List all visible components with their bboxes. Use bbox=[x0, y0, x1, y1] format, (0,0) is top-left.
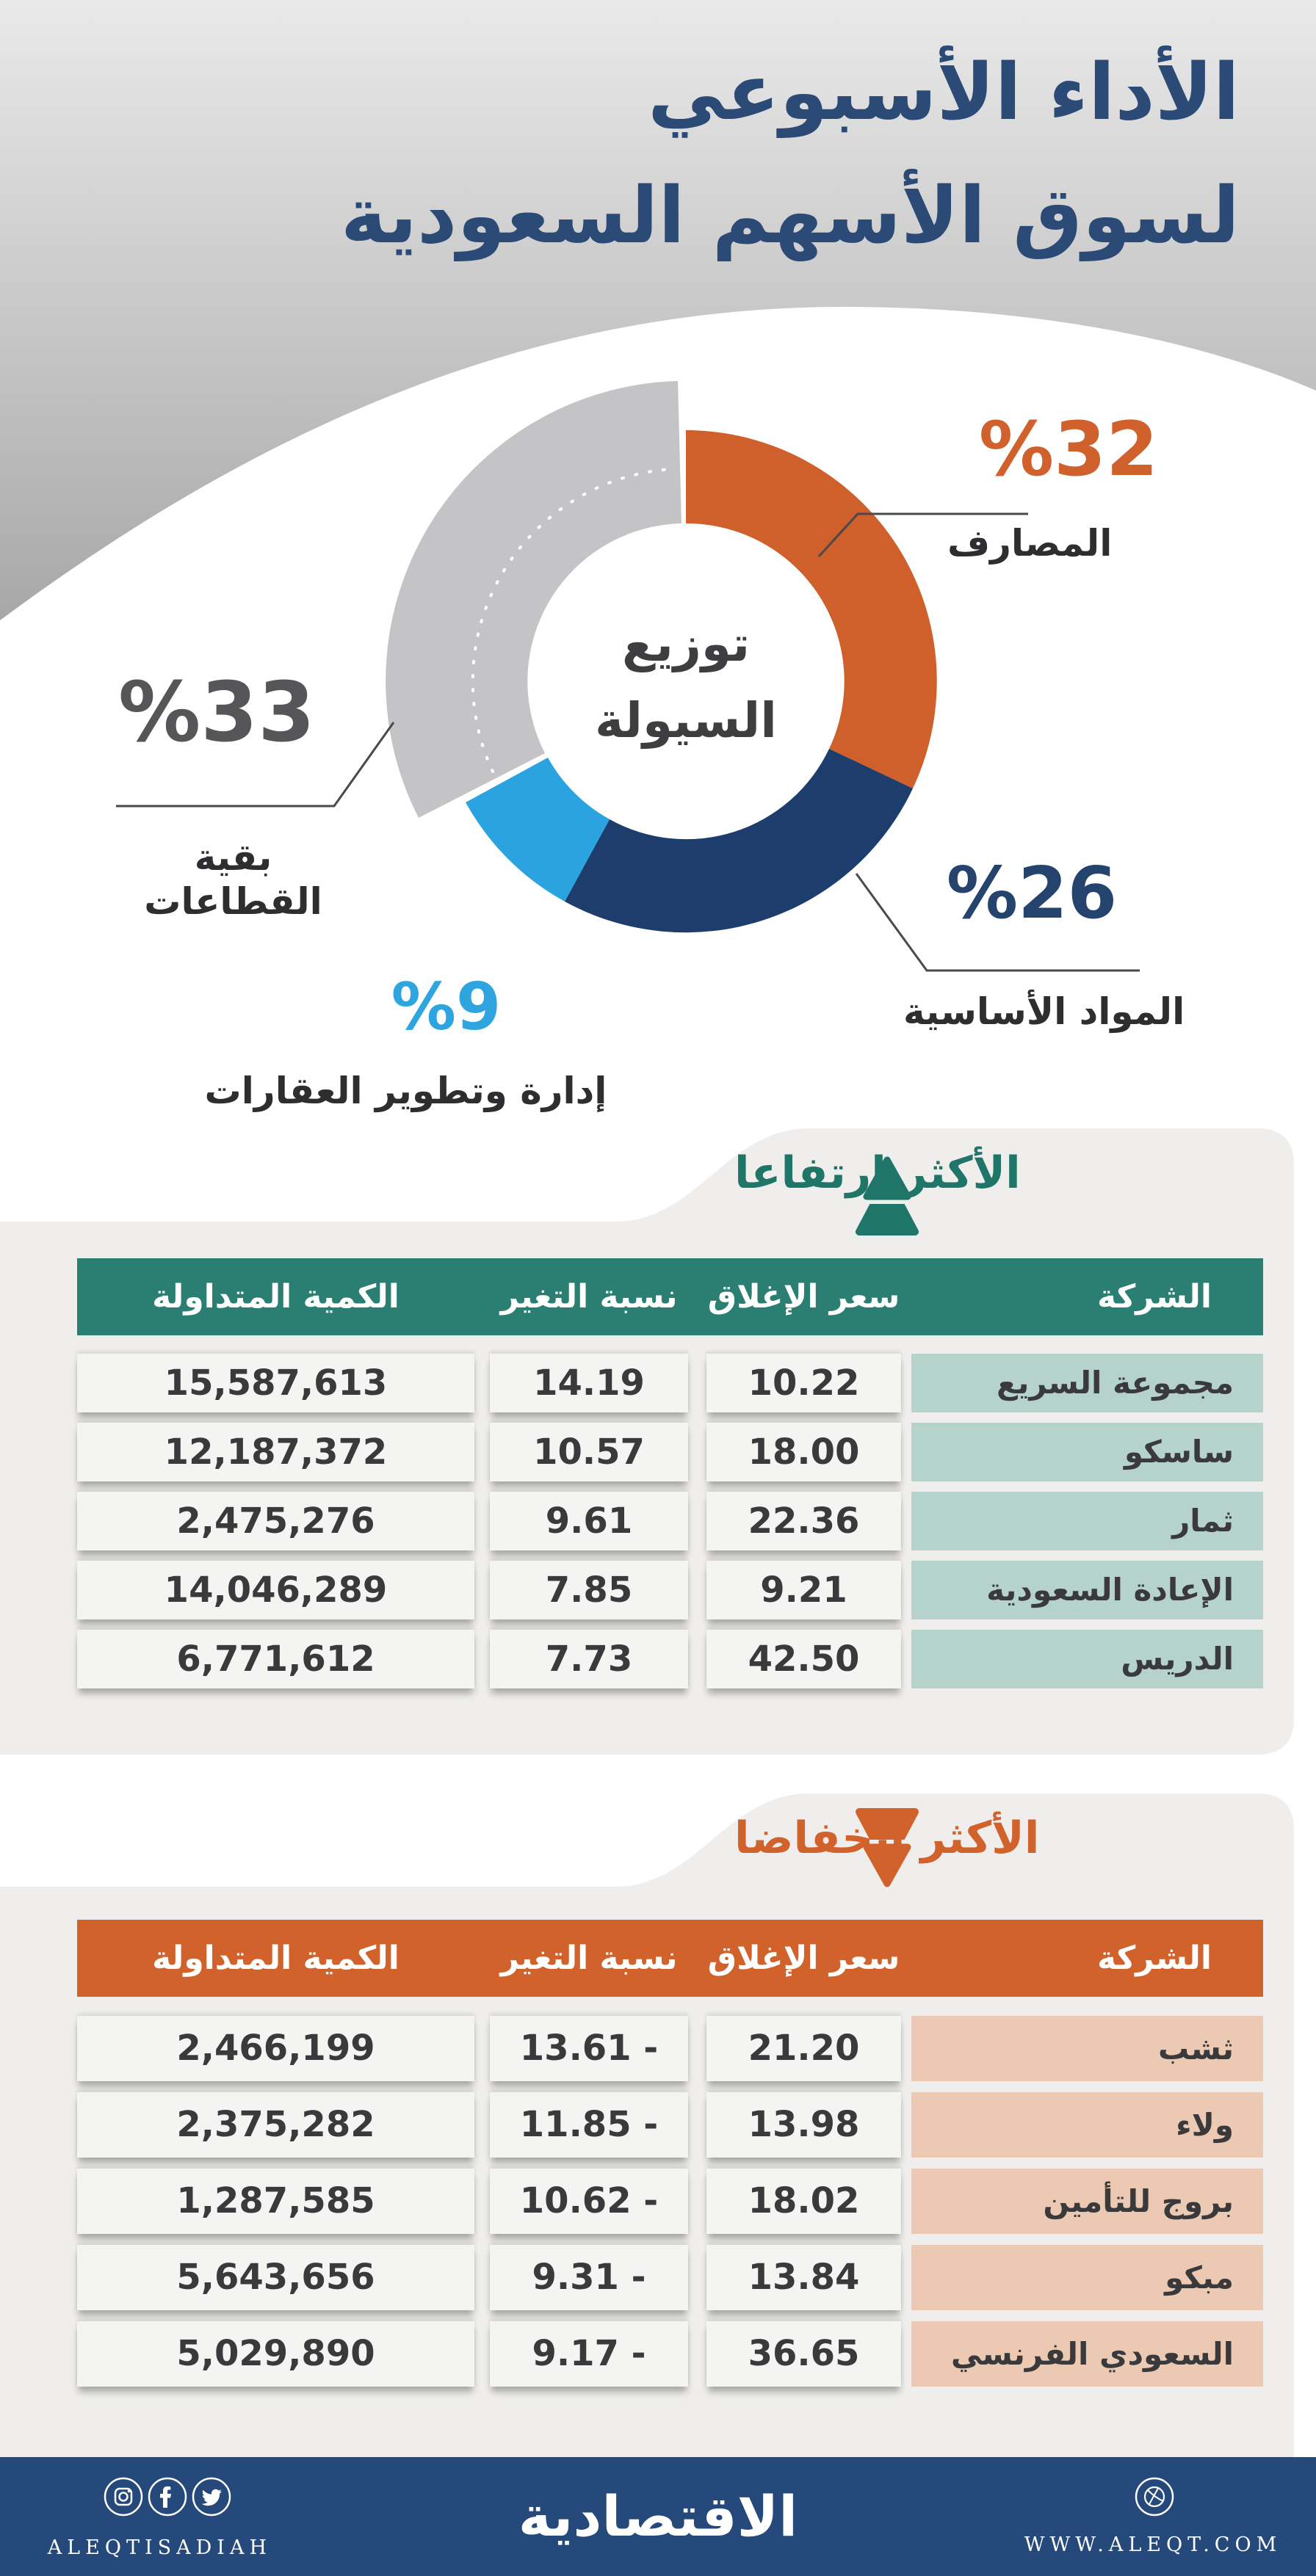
volume-cell: 14,046,289 bbox=[77, 1561, 474, 1619]
volume-cell: 5,029,890 bbox=[77, 2321, 474, 2387]
table-row: 5,029,890 9.17 - 36.65 السعودي الفرنسي bbox=[77, 2321, 1263, 2387]
gainers-col-change: نسبة التغير % bbox=[500, 1278, 678, 1393]
company-cell: ثشب bbox=[911, 2016, 1263, 2081]
white-dome-shape bbox=[0, 307, 1316, 885]
volume-cell: 2,475,276 bbox=[77, 1492, 474, 1550]
change-cell: 7.85 bbox=[490, 1561, 688, 1619]
table-row: 2,475,276 9.61 22.36 ثمار bbox=[77, 1492, 1263, 1550]
connector-line-basic-materials bbox=[855, 873, 1140, 972]
pct-real-estate: %9 bbox=[391, 969, 502, 1045]
donut-center-label: توزيع السيولة bbox=[528, 606, 844, 759]
close-price-cell: 10.22 bbox=[706, 1354, 901, 1412]
company-cell: السعودي الفرنسي bbox=[911, 2321, 1263, 2387]
donut-center-line1: توزيع bbox=[621, 616, 751, 672]
connector-line-banks bbox=[817, 512, 1028, 558]
losers-col-close: سعر الإغلاق bbox=[707, 1940, 900, 1977]
company-cell: بروج للتأمين bbox=[911, 2169, 1263, 2234]
newspaper-logo: الاقتصادية bbox=[518, 2484, 798, 2549]
volume-cell: 2,375,282 bbox=[77, 2092, 474, 2158]
losers-col-volume: الكمية المتداولة bbox=[152, 1940, 400, 1977]
table-row: 14,046,289 7.85 9.21 الإعادة السعودية bbox=[77, 1561, 1263, 1619]
down-arrows-icon bbox=[856, 1808, 919, 1888]
losers-col-company: الشركة bbox=[1096, 1940, 1212, 1977]
volume-cell: 5,643,656 bbox=[77, 2245, 474, 2310]
connector-line-other-sectors bbox=[116, 722, 395, 808]
table-row: 1,287,585 10.62 - 18.02 بروج للتأمين bbox=[77, 2169, 1263, 2234]
table-row: 5,643,656 9.31 - 13.84 مبكو bbox=[77, 2245, 1263, 2310]
change-cell: 14.19 bbox=[490, 1354, 688, 1412]
pct-basic-materials: %26 bbox=[946, 852, 1118, 935]
losers-heading: الأكثر انخفاضا bbox=[734, 1813, 1040, 1864]
table-row: 12,187,372 10.57 18.00 ساسكو bbox=[77, 1423, 1263, 1481]
footer-handle: ALEQTISADIAH bbox=[47, 2536, 272, 2559]
company-cell: مبكو bbox=[911, 2245, 1263, 2310]
donut-segment-basic-materials bbox=[565, 749, 913, 933]
label-basic-materials: المواد الأساسية bbox=[903, 990, 1185, 1033]
twitter-icon[interactable] bbox=[192, 2477, 231, 2517]
close-price-cell: 21.20 bbox=[706, 2016, 901, 2081]
company-cell: مجموعة السريع bbox=[911, 1354, 1263, 1412]
company-cell: ساسكو bbox=[911, 1423, 1263, 1481]
change-cell: 10.57 bbox=[490, 1423, 688, 1481]
donut-segment-real-estate bbox=[466, 758, 610, 901]
instagram-icon[interactable] bbox=[104, 2477, 143, 2517]
donut-segment-banks bbox=[686, 430, 937, 788]
close-price-cell: 18.02 bbox=[706, 2169, 901, 2234]
label-other-sectors: بقية القطاعات bbox=[144, 836, 322, 923]
social-icons bbox=[104, 2477, 231, 2517]
volume-cell: 2,466,199 bbox=[77, 2016, 474, 2081]
change-cell: 11.85 - bbox=[490, 2092, 688, 2158]
pct-other-sectors: %33 bbox=[118, 665, 316, 761]
company-cell: الإعادة السعودية bbox=[911, 1561, 1263, 1619]
up-arrows-icon bbox=[856, 1155, 919, 1236]
gainers-col-volume: الكمية المتداولة bbox=[152, 1278, 400, 1316]
table-row: 2,466,199 13.61 - 21.20 ثشب bbox=[77, 2016, 1263, 2081]
page-title: الأداء الأسبوعي لسوق الأسهم السعودية bbox=[285, 31, 1240, 277]
label-real-estate: إدارة وتطوير العقارات bbox=[204, 1070, 607, 1112]
change-cell: 10.62 - bbox=[490, 2169, 688, 2234]
change-cell: 13.61 - bbox=[490, 2016, 688, 2081]
page-title-line2: لسوق الأسهم السعودية bbox=[340, 170, 1240, 261]
losers-table-header: الكمية المتداولة نسبة التغير % سعر الإغل… bbox=[77, 1920, 1263, 2054]
close-price-cell: 36.65 bbox=[706, 2321, 901, 2387]
donut-segment-other-sectors bbox=[386, 381, 682, 818]
close-price-cell: 18.00 bbox=[706, 1423, 901, 1481]
table-row: 15,587,613 14.19 10.22 مجموعة السريع bbox=[77, 1354, 1263, 1412]
footer-website[interactable]: WWW.ALEQT.COM bbox=[1024, 2533, 1282, 2556]
close-price-cell: 13.98 bbox=[706, 2092, 901, 2158]
close-price-cell: 42.50 bbox=[706, 1630, 901, 1688]
change-cell: 9.61 bbox=[490, 1492, 688, 1550]
dotted-arc-decoration bbox=[471, 468, 673, 773]
change-cell: 9.17 - bbox=[490, 2321, 688, 2387]
gainers-col-close: سعر الإغلاق bbox=[707, 1278, 900, 1316]
company-cell: ثمار bbox=[911, 1492, 1263, 1550]
gainers-col-company: الشركة bbox=[1096, 1278, 1212, 1316]
close-price-cell: 13.84 bbox=[706, 2245, 901, 2310]
volume-cell: 6,771,612 bbox=[77, 1630, 474, 1688]
gainers-heading: الأكثر ارتفاعا bbox=[734, 1147, 1021, 1199]
table-row: 2,375,282 11.85 - 13.98 ولاء bbox=[77, 2092, 1263, 2158]
facebook-icon[interactable] bbox=[148, 2477, 187, 2517]
page-title-line1: الأداء الأسبوعي bbox=[648, 47, 1240, 137]
ball-icon bbox=[1135, 2477, 1174, 2517]
pct-banks: %32 bbox=[978, 406, 1159, 493]
losers-col-change: نسبة التغير % bbox=[500, 1940, 678, 2054]
volume-cell: 12,187,372 bbox=[77, 1423, 474, 1481]
volume-cell: 1,287,585 bbox=[77, 2169, 474, 2234]
change-cell: 9.31 - bbox=[490, 2245, 688, 2310]
label-banks: المصارف bbox=[947, 522, 1113, 565]
gainers-table-header: الكمية المتداولة نسبة التغير % سعر الإغل… bbox=[77, 1258, 1263, 1393]
company-cell: ولاء bbox=[911, 2092, 1263, 2158]
company-cell: الدريس bbox=[911, 1630, 1263, 1688]
liquidity-donut-chart bbox=[116, 381, 1140, 972]
change-cell: 7.73 bbox=[490, 1630, 688, 1688]
volume-cell: 15,587,613 bbox=[77, 1354, 474, 1412]
table-row: 6,771,612 7.73 42.50 الدريس bbox=[77, 1630, 1263, 1688]
donut-center-line2: السيولة bbox=[595, 692, 777, 749]
footer-bar: ALEQTISADIAH الاقتصادية WWW.ALEQT.COM bbox=[0, 2457, 1316, 2576]
close-price-cell: 9.21 bbox=[706, 1561, 901, 1619]
close-price-cell: 22.36 bbox=[706, 1492, 901, 1550]
